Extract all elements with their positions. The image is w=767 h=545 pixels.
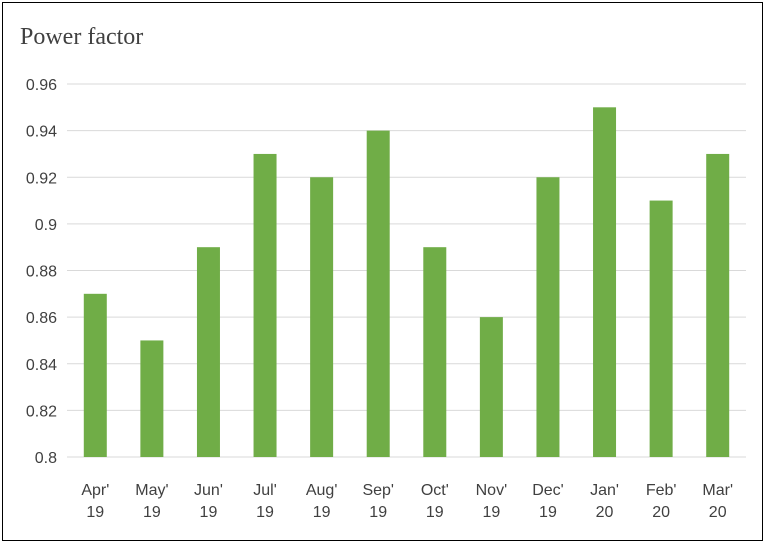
bar	[366, 130, 390, 457]
bar	[593, 107, 617, 457]
bar	[253, 153, 277, 457]
y-tick-label: 0.92	[26, 170, 57, 187]
x-tick-label: 20	[596, 504, 614, 521]
x-tick-label: 19	[143, 504, 161, 521]
x-tick-label: 19	[200, 504, 218, 521]
y-tick-label: 0.82	[26, 403, 57, 420]
y-tick-label: 0.9	[35, 217, 57, 234]
x-tick-label: 19	[426, 504, 444, 521]
bar	[479, 317, 503, 457]
x-tick-label: 19	[256, 504, 274, 521]
x-tick-label: 19	[482, 504, 500, 521]
x-axis-tick-labels: Apr' 19 May' 19 Jun' 19 Jul' 19 Aug' 19 Sep' 19 Oct'…	[81, 482, 733, 521]
y-tick-label: 0.94	[26, 124, 57, 141]
bar	[649, 200, 673, 457]
y-tick-label: 0.88	[26, 264, 57, 281]
bar	[706, 153, 730, 457]
x-tick-label: 19	[539, 504, 557, 521]
gridlines	[67, 83, 746, 458]
y-axis-tick-labels: 0.8 0.82 0.84 0.86 0.88 0.9 0.92 0.94 0.96	[26, 77, 57, 467]
x-tick-label: Nov'	[476, 482, 508, 499]
bar	[196, 247, 220, 457]
bar	[536, 177, 560, 457]
x-tick-label: 20	[709, 504, 727, 521]
y-tick-label: 0.84	[26, 357, 57, 374]
bar	[140, 340, 164, 457]
bars	[83, 107, 730, 457]
x-tick-label: May'	[135, 482, 168, 499]
x-tick-label: Oct'	[421, 482, 449, 499]
x-tick-label: Jan'	[590, 482, 619, 499]
x-tick-label: Apr'	[81, 482, 109, 499]
x-tick-label: Mar'	[702, 482, 733, 499]
chart-title: Power factor	[20, 24, 144, 50]
y-tick-label: 0.86	[26, 310, 57, 327]
x-tick-label: 19	[313, 504, 331, 521]
x-tick-label: 19	[86, 504, 104, 521]
x-tick-label: Jul'	[253, 482, 277, 499]
x-tick-label: 19	[369, 504, 387, 521]
y-tick-label: 0.8	[35, 450, 57, 467]
bar	[310, 177, 334, 457]
bar	[423, 247, 447, 457]
x-tick-label: Sep'	[362, 482, 394, 499]
x-tick-label: Dec'	[532, 482, 564, 499]
x-tick-label: 20	[652, 504, 670, 521]
x-tick-label: Jun'	[194, 482, 223, 499]
bar	[83, 293, 107, 457]
y-tick-label: 0.96	[26, 77, 57, 94]
x-tick-label: Feb'	[646, 482, 677, 499]
x-tick-label: Aug'	[306, 482, 338, 499]
